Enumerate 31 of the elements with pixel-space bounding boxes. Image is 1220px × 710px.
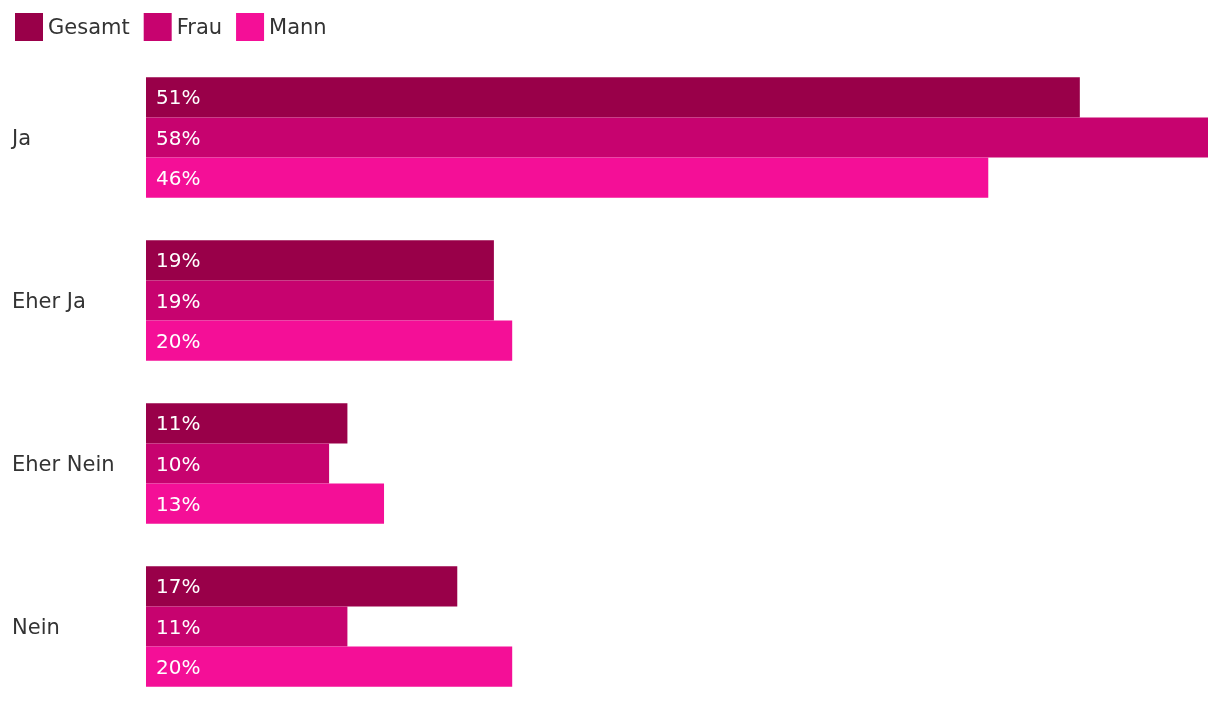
legend-label: Mann: [269, 15, 327, 39]
data-label: 46%: [156, 165, 201, 190]
data-label: 13%: [156, 491, 201, 516]
bar: [146, 280, 494, 321]
y-tick-label: Ja: [10, 125, 32, 150]
data-label: 11%: [156, 614, 201, 639]
bar: [146, 606, 348, 647]
y-tick-label: Eher Ja: [12, 288, 86, 313]
bar: [146, 240, 494, 281]
data-label: 20%: [156, 654, 201, 679]
bar: [146, 646, 513, 687]
bar: [146, 320, 513, 361]
data-label: 10%: [156, 451, 201, 476]
legend-label: Frau: [176, 15, 223, 39]
data-label: 20%: [156, 328, 201, 353]
bar: [146, 117, 1208, 158]
bar: [146, 77, 1080, 118]
y-tick-label: Nein: [12, 614, 60, 639]
data-label: 17%: [156, 574, 201, 599]
bar: [146, 157, 989, 198]
data-label: 19%: [156, 248, 201, 273]
data-label: 58%: [156, 125, 201, 150]
bar: [146, 443, 330, 484]
bar: [146, 483, 385, 524]
legend-label: Gesamt: [48, 15, 130, 39]
y-tick-label: Eher Nein: [12, 451, 115, 476]
bar: [146, 403, 348, 444]
bar: [146, 566, 458, 607]
data-label: 51%: [156, 85, 201, 110]
data-label: 19%: [156, 288, 201, 313]
data-label: 11%: [156, 411, 201, 436]
